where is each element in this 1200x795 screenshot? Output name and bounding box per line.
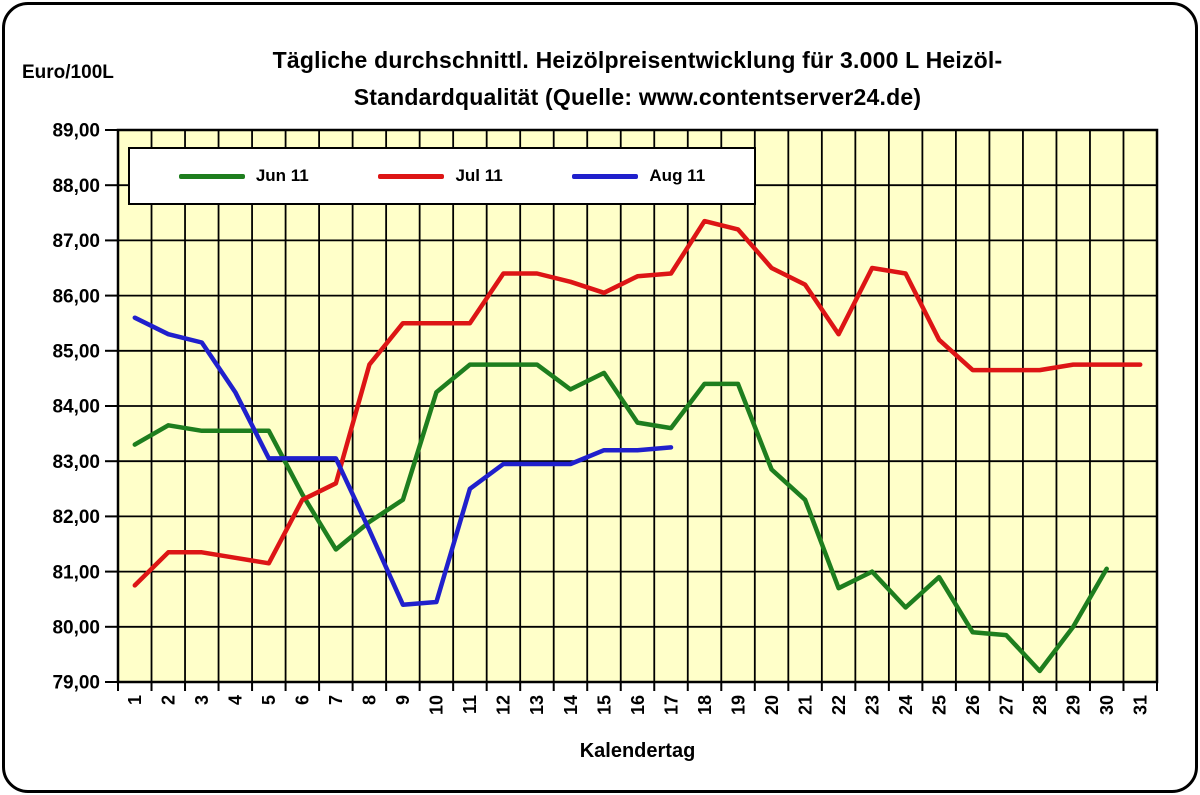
svg-text:26: 26 xyxy=(963,695,983,715)
x-axis-title: Kalendertag xyxy=(579,740,696,762)
aug-11-line-swatch xyxy=(572,173,639,179)
svg-text:21: 21 xyxy=(795,695,815,715)
jun-11-line-swatch xyxy=(178,173,245,179)
series-line-aug-11 xyxy=(132,315,674,607)
axis-ticks xyxy=(105,129,1158,691)
legend-item-aug-11: Aug 11 xyxy=(572,166,705,186)
svg-text:88,00: 88,00 xyxy=(52,176,100,197)
plot-border xyxy=(116,128,1159,684)
svg-text:89,00: 89,00 xyxy=(52,121,100,142)
svg-text:7: 7 xyxy=(326,695,346,705)
svg-text:86,00: 86,00 xyxy=(52,286,100,307)
svg-text:1: 1 xyxy=(125,695,145,705)
svg-text:25: 25 xyxy=(929,695,949,715)
svg-text:87,00: 87,00 xyxy=(52,231,100,252)
svg-text:29: 29 xyxy=(1064,695,1084,715)
svg-text:15: 15 xyxy=(594,695,614,715)
svg-text:11: 11 xyxy=(460,695,480,714)
x-tick-labels: 1 2 3 4 5 6 7 8 9 10 11 12 13 14 15 16 17 18 19 20 21 22 23 24 2… xyxy=(125,695,1150,715)
legend-label-aug-11: Aug 11 xyxy=(649,166,706,185)
chart-title: Tägliche durchschnittl. Heizölpreisentwi… xyxy=(118,42,1157,116)
svg-text:83,00: 83,00 xyxy=(52,452,100,473)
svg-text:13: 13 xyxy=(527,695,547,715)
svg-text:5: 5 xyxy=(259,695,279,705)
svg-text:19: 19 xyxy=(728,695,748,715)
svg-text:12: 12 xyxy=(494,695,514,715)
svg-text:14: 14 xyxy=(561,695,581,715)
series-line-jul-11 xyxy=(132,218,1143,588)
legend-item-jun-11: Jun 11 xyxy=(178,166,309,186)
svg-text:28: 28 xyxy=(1030,695,1050,715)
y-axis-unit-label: Euro/100L xyxy=(22,62,114,83)
jul-11-line-swatch xyxy=(378,173,445,179)
svg-text:24: 24 xyxy=(896,695,916,715)
svg-text:10: 10 xyxy=(427,695,447,715)
svg-text:18: 18 xyxy=(695,695,715,715)
svg-text:23: 23 xyxy=(862,695,882,715)
legend-item-jul-11: Jul 11 xyxy=(378,166,503,186)
legend-label-jul-11: Jul 11 xyxy=(455,166,503,185)
svg-text:3: 3 xyxy=(192,695,212,705)
svg-text:22: 22 xyxy=(829,695,849,715)
svg-text:16: 16 xyxy=(628,695,648,715)
svg-text:30: 30 xyxy=(1097,695,1117,715)
svg-text:27: 27 xyxy=(996,695,1016,715)
svg-text:20: 20 xyxy=(762,695,782,715)
chart-title-line-1: Tägliche durchschnittl. Heizölpreisentwi… xyxy=(272,47,1003,73)
svg-text:84,00: 84,00 xyxy=(52,397,100,418)
series-lines xyxy=(132,218,1143,674)
svg-text:82,00: 82,00 xyxy=(52,507,100,528)
svg-text:2: 2 xyxy=(159,695,179,705)
svg-text:17: 17 xyxy=(661,695,681,715)
svg-text:6: 6 xyxy=(293,695,313,705)
svg-text:8: 8 xyxy=(360,695,380,705)
svg-text:4: 4 xyxy=(226,695,246,705)
chart-title-line-2: Standardqualität (Quelle: www.contentser… xyxy=(353,84,922,110)
svg-text:79,00: 79,00 xyxy=(52,673,100,694)
series-line-jun-11 xyxy=(132,362,1109,674)
legend-label-jun-11: Jun 11 xyxy=(255,166,309,185)
svg-text:81,00: 81,00 xyxy=(52,562,100,583)
svg-text:80,00: 80,00 xyxy=(52,617,100,638)
svg-text:31: 31 xyxy=(1131,695,1151,715)
chart-legend: Jun 11 Jul 11 Aug 11 xyxy=(128,147,756,205)
svg-text:9: 9 xyxy=(393,695,413,705)
svg-text:85,00: 85,00 xyxy=(52,341,100,362)
y-tick-labels: 79,00 80,00 81,00 82,00 83,00 84,00 85,00 86,00… xyxy=(52,121,100,694)
